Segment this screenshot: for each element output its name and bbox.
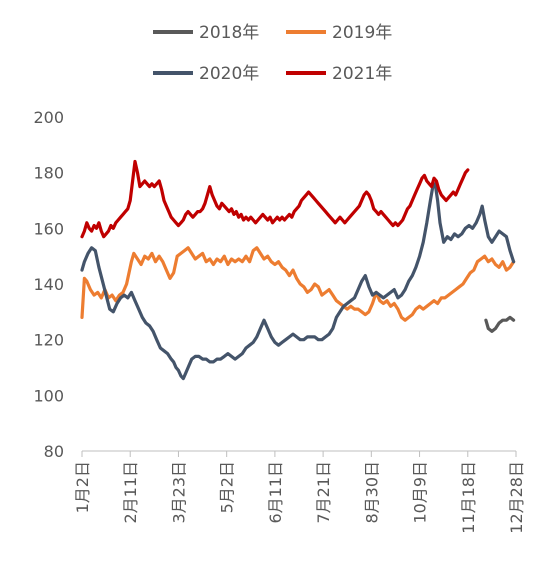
x-tick-label: 6月11日 bbox=[266, 461, 285, 524]
y-tick-label: 120 bbox=[33, 331, 64, 350]
x-tick-label: 8月30日 bbox=[362, 461, 381, 524]
series-line-2 bbox=[80, 182, 516, 381]
y-tick-label: 140 bbox=[33, 275, 64, 294]
y-tick-label: 200 bbox=[33, 108, 64, 127]
x-axis: 1月2日 2月11日 3月23日 5月2日 6月11日 7月21日 8月30日 10月9日 11… bbox=[73, 450, 526, 534]
chart-legend: 2018年 2019年 2020年 2021年 bbox=[153, 23, 392, 84]
legend-label: 2019年 bbox=[332, 23, 392, 43]
series-line-1 bbox=[80, 246, 516, 322]
y-tick-label: 80 bbox=[44, 442, 64, 461]
x-tick-label: 11月18日 bbox=[459, 461, 478, 534]
x-tick-label: 12月28日 bbox=[507, 461, 526, 534]
x-tick-label: 2月11日 bbox=[121, 461, 140, 524]
y-tick-label: 160 bbox=[33, 219, 64, 238]
x-tick-label: 1月2日 bbox=[73, 461, 92, 513]
y-tick-label: 100 bbox=[33, 386, 64, 405]
legend-label: 2020年 bbox=[199, 64, 259, 84]
series-line-3 bbox=[80, 159, 470, 239]
x-tick-label: 10月9日 bbox=[411, 461, 430, 524]
x-tick-label: 5月2日 bbox=[218, 461, 237, 513]
y-axis: 80 100 120 140 160 180 200 bbox=[33, 108, 64, 461]
y-tick-label: 180 bbox=[33, 164, 64, 183]
series-line-0 bbox=[484, 315, 516, 333]
x-tick-label: 7月21日 bbox=[314, 461, 333, 524]
plot-area bbox=[80, 159, 516, 381]
legend-label: 2021年 bbox=[332, 64, 392, 84]
legend-label: 2018年 bbox=[199, 23, 259, 43]
x-tick-label: 3月23日 bbox=[169, 461, 188, 524]
